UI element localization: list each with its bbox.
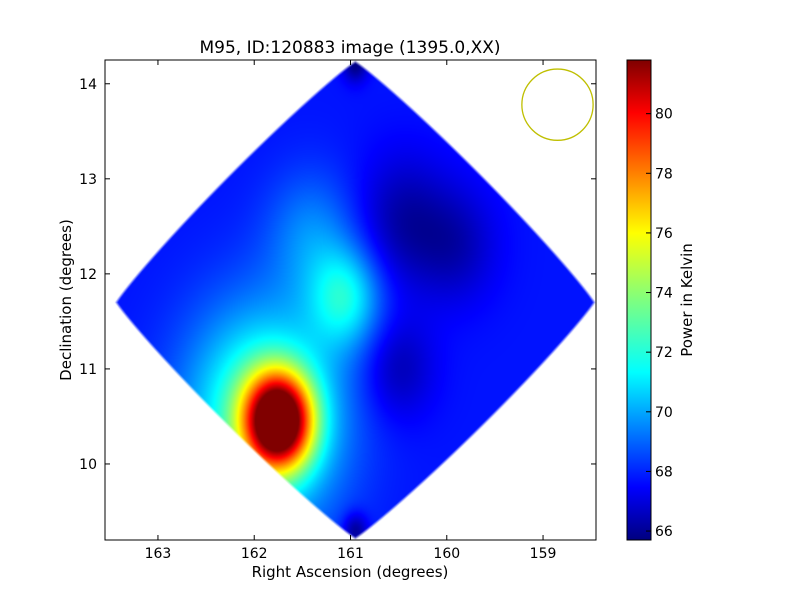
colorbar [626,59,652,541]
x-tick-label: 161 [337,546,364,562]
y-tick-label: 14 [79,77,97,93]
colorbar-tick-label: 72 [655,345,673,361]
colorbar-tick-label: 70 [655,405,673,421]
heatmap-raster [105,60,596,540]
y-tick-label: 12 [79,267,97,283]
colorbar-ticks: 66 68 70 72 74 76 78 80 [646,107,673,540]
y-tick-label: 11 [79,362,97,378]
colorbar-tick-label: 68 [655,464,673,480]
y-tick-label: 10 [79,457,97,473]
x-tick-label: 159 [530,546,557,562]
colorbar-tick-label: 74 [655,286,673,302]
y-tick-label: 13 [79,172,97,188]
x-axis-label: Right Ascension (degrees) [252,563,449,581]
x-tick-label: 163 [145,546,172,562]
colorbar-tick-label: 76 [655,226,673,242]
colorbar-tick-label: 80 [655,107,673,123]
x-tick-label: 162 [241,546,268,562]
beam-circle [521,68,594,141]
y-axis-label: Declination (degrees) [57,219,75,381]
colorbar-label: Power in Kelvin [678,243,696,357]
heatmap-image [105,60,596,540]
x-tick-label: 160 [433,546,460,562]
colorbar-tick-label: 66 [655,524,673,540]
colorbar-tick-label: 78 [655,166,673,182]
chart-title: M95, ID:120883 image (1395.0,XX) [199,38,500,58]
x-axis-ticks: 163 162 161 160 159 [145,60,557,562]
y-axis-ticks: 10 11 12 13 14 [79,77,596,473]
